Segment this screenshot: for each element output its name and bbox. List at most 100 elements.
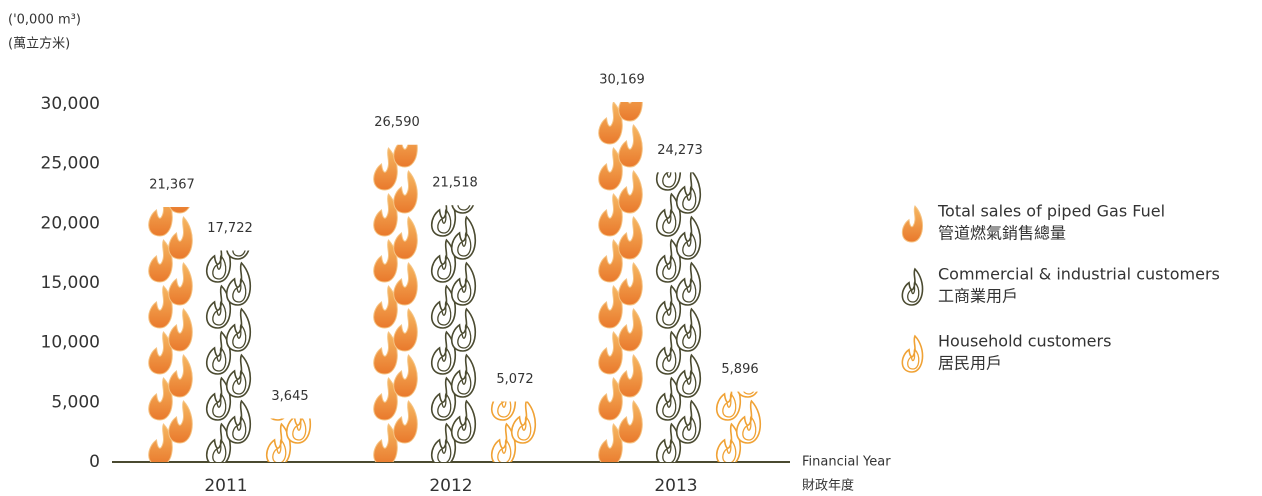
flame-inner — [722, 438, 737, 462]
flame-inner — [682, 231, 697, 257]
flame — [168, 308, 193, 352]
flame-inner — [497, 438, 512, 462]
flame-inner — [437, 208, 452, 234]
legend-label: Household customers — [938, 332, 1111, 351]
flame-inner — [682, 277, 697, 303]
value-label: 24,273 — [657, 143, 703, 158]
value-label: 3,645 — [271, 389, 308, 404]
flame — [393, 308, 418, 352]
legend-label-zh: 工商業用戶 — [938, 287, 1018, 306]
flame — [492, 332, 516, 374]
bar — [148, 207, 193, 462]
flame-inner — [437, 254, 452, 280]
value-label: 26,590 — [374, 115, 420, 130]
flame — [598, 331, 623, 375]
flame — [619, 33, 643, 75]
legend-label: Total sales of piped Gas Fuel — [937, 202, 1165, 221]
flame-inner — [517, 415, 532, 441]
flame — [373, 239, 398, 283]
flame-inner — [212, 438, 227, 462]
value-label: 5,896 — [721, 362, 758, 377]
value-label: 5,072 — [496, 372, 533, 387]
flame — [168, 400, 193, 444]
flame — [598, 423, 623, 462]
flame-inner — [743, 325, 756, 348]
flame — [430, 205, 456, 237]
value-label: 30,169 — [599, 72, 645, 87]
flame — [393, 262, 418, 306]
flame-inner — [437, 300, 452, 326]
flame — [373, 285, 398, 329]
flame-inner — [212, 346, 227, 372]
flame-inner — [662, 392, 677, 418]
y-tick-label: 25,000 — [41, 154, 100, 174]
flame — [393, 354, 418, 398]
flame — [598, 377, 623, 421]
flame — [677, 79, 701, 121]
flame — [148, 331, 173, 375]
flame — [270, 418, 285, 421]
y-tick-label: 20,000 — [41, 213, 100, 233]
bar — [655, 79, 701, 462]
flame — [901, 267, 924, 306]
legend-label-zh: 居民用戶 — [938, 354, 1002, 373]
flame — [148, 377, 173, 421]
flame — [657, 102, 681, 144]
flame — [226, 250, 250, 260]
flame — [598, 239, 623, 283]
flame-inner — [907, 281, 920, 303]
y-tick-label: 30,000 — [41, 94, 100, 114]
flame — [148, 423, 173, 462]
flame — [452, 125, 476, 167]
bar — [715, 325, 761, 462]
flame — [618, 170, 643, 214]
flame-inner — [232, 250, 246, 257]
x-tick-label: 2013 — [654, 476, 697, 496]
flame-inner — [682, 323, 697, 349]
flame-inner — [497, 401, 512, 418]
bar — [430, 125, 476, 462]
flame-inner — [662, 438, 677, 462]
y-tick-label: 5,000 — [51, 392, 100, 412]
flame-inner — [457, 415, 472, 441]
flame-inner — [663, 118, 676, 141]
flame — [451, 205, 474, 214]
flame-inner — [907, 348, 920, 370]
x-label-zh: 財政年度 — [802, 478, 854, 494]
flame-inner — [212, 300, 227, 326]
flame-inner — [518, 325, 531, 348]
flame-inner — [437, 392, 452, 418]
flame-inner — [232, 323, 247, 349]
flame — [168, 262, 193, 306]
flame — [618, 124, 643, 168]
flame — [373, 331, 398, 375]
bar — [265, 418, 311, 462]
flame-inner — [662, 346, 677, 372]
flame — [373, 423, 398, 463]
flame — [618, 354, 643, 398]
value-label: 21,518 — [432, 176, 478, 191]
y-unit-zh: (萬立方米) — [8, 36, 70, 52]
flame — [901, 334, 924, 373]
y-tick-label: 10,000 — [41, 333, 100, 353]
flame — [205, 250, 231, 283]
flame — [393, 170, 418, 214]
flame-inner — [458, 141, 471, 164]
flame-inner — [292, 418, 307, 441]
flame-inner — [232, 369, 247, 395]
flame — [598, 193, 623, 237]
flame-inner — [457, 231, 472, 257]
flame — [618, 216, 643, 260]
flame-inner — [212, 392, 227, 418]
flame-inner — [457, 277, 472, 303]
flame-inner — [457, 323, 472, 349]
flame — [715, 391, 741, 421]
flame-inner — [682, 369, 697, 395]
flame-inner — [232, 277, 247, 303]
flame — [148, 239, 173, 283]
x-tick-label: 2012 — [429, 476, 472, 496]
flame — [285, 418, 311, 444]
bar — [490, 325, 536, 462]
bar — [373, 144, 418, 463]
